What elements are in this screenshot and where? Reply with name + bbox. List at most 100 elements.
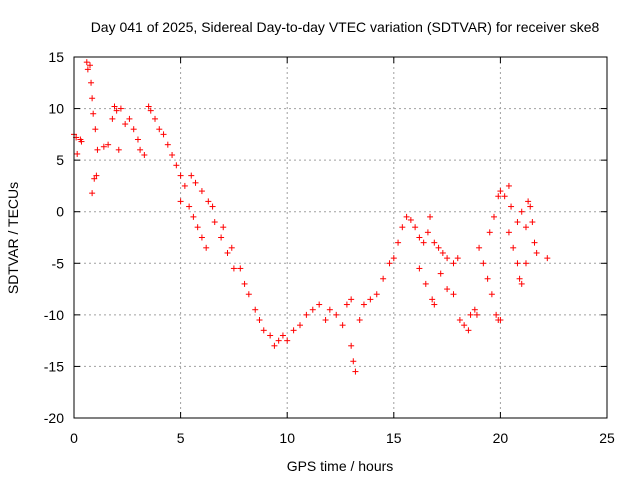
data-point [152,115,159,122]
x-tick-label: 5 [177,430,185,446]
data-point [484,275,491,282]
data-point [90,110,97,117]
y-tick-label: 5 [56,152,64,168]
data-point [267,332,274,339]
data-points [71,59,551,375]
data-point [218,234,225,241]
y-tick-label: -15 [44,358,64,374]
data-point [533,249,540,256]
data-point [544,255,551,262]
data-point [450,260,457,267]
data-point [339,322,346,329]
data-point [476,244,483,251]
data-point [316,301,323,308]
data-point [78,138,85,145]
data-point [88,79,95,86]
data-point [194,224,201,231]
data-point [356,317,363,324]
data-point [156,126,163,133]
data-point [348,296,355,303]
data-point [352,368,359,375]
data-point [203,244,210,251]
x-tick-label: 0 [70,430,78,446]
data-point [177,198,184,205]
x-axis-label: GPS time / hours [287,458,394,474]
data-point [164,141,171,148]
data-point [89,190,96,197]
data-point [444,255,451,262]
data-point [237,265,244,272]
data-point [198,188,205,195]
data-point [522,260,529,267]
data-point [115,146,122,153]
data-point [360,301,367,308]
data-point [134,136,141,143]
data-point [169,151,176,158]
data-point [84,66,91,73]
data-point [518,208,525,215]
data-point [279,332,286,339]
data-point [461,322,468,329]
data-point [186,203,193,210]
data-point [220,224,227,231]
data-point [348,342,355,349]
y-tick-label: -10 [44,307,64,323]
data-point [296,322,303,329]
data-point [92,126,99,133]
data-point [209,203,216,210]
data-point [486,229,493,236]
data-point [529,219,536,226]
plot-area [71,56,608,419]
y-tick-labels: 15 10 5 0 -5 -10 -15 -20 [44,49,64,426]
data-point [145,103,152,110]
data-point [373,291,380,298]
y-tick-label: 0 [56,204,64,220]
x-tick-label: 20 [493,430,509,446]
data-point [399,224,406,231]
data-point [188,172,195,179]
data-point [198,234,205,241]
y-tick-label: -5 [52,255,65,271]
data-point [495,193,502,200]
data-point [491,213,498,220]
data-point [284,337,291,344]
x-tick-labels: 0 5 10 15 20 25 [70,430,615,446]
data-point [473,311,480,318]
data-point [439,249,446,256]
data-point [93,172,100,179]
data-point [190,213,197,220]
data-point [514,219,521,226]
data-point [86,62,93,69]
data-point [333,311,340,318]
y-tick-label: 10 [48,101,64,117]
data-point [173,162,180,169]
data-point [241,280,248,287]
data-point [224,249,231,256]
data-point [420,239,427,246]
data-point [109,115,116,122]
data-point [260,327,267,334]
data-point [326,306,333,313]
data-point [505,182,512,189]
data-point [456,317,463,324]
data-point [525,198,532,205]
data-point [422,280,429,287]
data-point [228,244,235,251]
data-point [531,239,538,246]
data-point [290,327,297,334]
data-point [505,229,512,236]
data-point [514,260,521,267]
data-point [141,151,148,158]
data-point [192,179,199,186]
data-point [105,141,112,148]
data-point [493,311,500,318]
data-point [429,296,436,303]
data-point [74,150,81,157]
data-point [518,280,525,287]
data-point [160,131,167,138]
data-point [147,107,154,114]
grid-y [74,108,607,367]
data-point [467,311,474,318]
data-point [252,306,259,313]
